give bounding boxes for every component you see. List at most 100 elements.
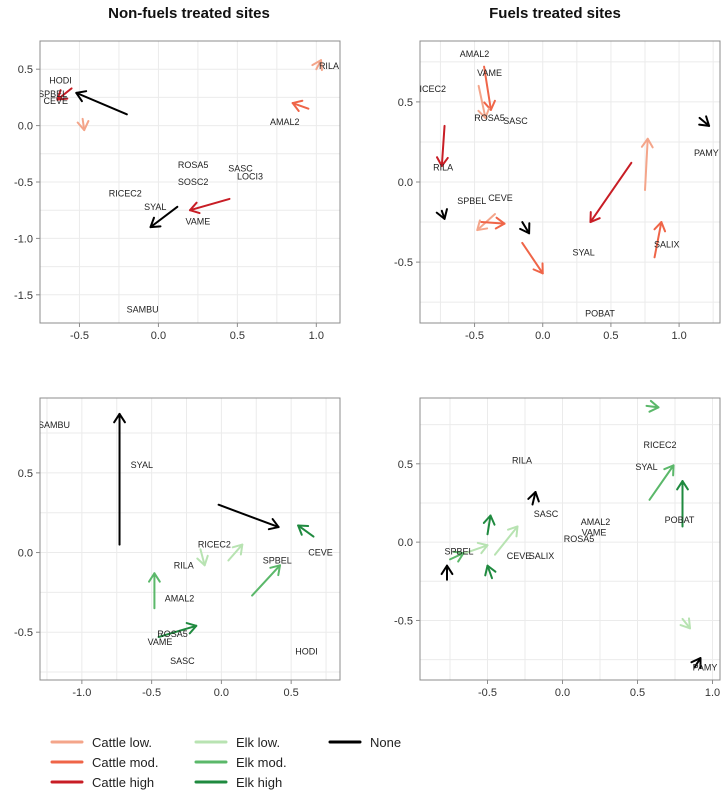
legend-item-elkmod: Elk mod. bbox=[194, 755, 287, 770]
species-label-ceve: CEVE bbox=[507, 551, 532, 561]
grid bbox=[420, 398, 720, 680]
species-label-amal2: AMAL2 bbox=[460, 49, 490, 59]
species-label-pamy: PAMY bbox=[694, 148, 719, 158]
arrow-elkmod bbox=[449, 550, 465, 563]
arrow-cattlemod bbox=[483, 65, 496, 111]
arrow-cattlemod bbox=[653, 221, 667, 259]
y-tick-label: 0.5 bbox=[398, 97, 413, 109]
species-label-syal: SYAL bbox=[131, 460, 153, 470]
y-tick-label: -0.5 bbox=[394, 615, 413, 627]
x-tick-label: 0.0 bbox=[555, 687, 570, 699]
grid bbox=[40, 398, 340, 680]
y-tick-label: 0.5 bbox=[18, 64, 33, 76]
species-label-vame: VAME bbox=[185, 216, 210, 226]
species-label-spbel: SPBEL bbox=[444, 547, 473, 557]
arrow-cattlehigh bbox=[435, 124, 449, 167]
species-label-syal: SYAL bbox=[572, 248, 594, 258]
species-label-sasc: SASC bbox=[170, 656, 195, 666]
panels: -0.5 0.0 0.5 1.0 0.5 0.0 -0.5 -1.0 -1.5 HODI SPBEL… bbox=[14, 40, 721, 704]
species-label-hodi: HODI bbox=[295, 646, 318, 656]
arrow-none bbox=[527, 491, 540, 506]
panel-top-right: -0.5 0.0 0.5 1.0 0.5 0.0 -0.5 AMAL2 VAME RICEC2 RO… bbox=[394, 40, 721, 342]
x-tick-label: -0.5 bbox=[465, 330, 484, 342]
species-label-pobat: POBAT bbox=[665, 515, 695, 525]
x-tick-label: 1.0 bbox=[705, 687, 720, 699]
arrow-elklow bbox=[227, 543, 244, 562]
x-tick-label: 0.0 bbox=[535, 330, 550, 342]
species-label-salix: SALIX bbox=[529, 551, 555, 561]
species-label-rila: RILA bbox=[433, 163, 453, 173]
x-tick-label: 1.0 bbox=[309, 330, 324, 342]
x-tick-label: 0.0 bbox=[214, 687, 229, 699]
legend-label: None bbox=[370, 735, 401, 750]
arrow-none bbox=[519, 221, 531, 235]
species-label-rila: RILA bbox=[319, 61, 339, 71]
arrow-none bbox=[435, 208, 448, 220]
panel-border bbox=[39, 397, 341, 681]
species-label-ricec2: RICEC2 bbox=[413, 84, 446, 94]
arrow-cattlemod bbox=[291, 99, 310, 112]
species-label-rila: RILA bbox=[174, 560, 194, 570]
species-label-sasc: SASC bbox=[228, 163, 253, 173]
species-label-pamy: PAMY bbox=[693, 662, 718, 672]
species-label-hodi: HODI bbox=[49, 75, 72, 85]
right-column-title: Fuels treated sites bbox=[489, 5, 621, 22]
species-label-amal2: AMAL2 bbox=[165, 594, 195, 604]
species-label-spbel: SPBEL bbox=[457, 196, 486, 206]
arrow-elklow bbox=[679, 617, 691, 630]
species-label-syal: SYAL bbox=[635, 462, 657, 472]
arrow-cattlemod bbox=[480, 216, 506, 230]
y-tick-label: 0.0 bbox=[18, 548, 33, 560]
legend-label: Elk high bbox=[236, 775, 282, 790]
arrow-none bbox=[113, 412, 126, 546]
species-label-loci3: LOCI3 bbox=[153, 680, 179, 690]
y-tick-label: -0.5 bbox=[394, 257, 413, 269]
species-label-sambu: SAMBU bbox=[127, 304, 159, 314]
legend-item-none: None bbox=[328, 735, 401, 750]
legend-item-elklow: Elk low. bbox=[194, 735, 280, 750]
species-label-ceve: CEVE bbox=[488, 193, 513, 203]
species-label-sosc2: SOSC2 bbox=[173, 694, 204, 704]
x-tick-label: 0.0 bbox=[151, 330, 166, 342]
species-label-ceve: CEVE bbox=[44, 96, 69, 106]
arrow-elklow bbox=[196, 548, 209, 567]
species-label-rosa5: ROSA5 bbox=[564, 534, 595, 544]
species-label-vame: VAME bbox=[148, 637, 173, 647]
y-tick-label: 0.5 bbox=[18, 468, 33, 480]
species-label-salix: SALIX bbox=[654, 239, 680, 249]
arrow-elkmod bbox=[148, 572, 161, 610]
legend: Cattle low. Cattle mod. Cattle high Elk low… bbox=[50, 735, 401, 790]
arrow-elkhigh bbox=[484, 564, 497, 580]
legend-label: Cattle high bbox=[92, 775, 154, 790]
panel-top-left: -0.5 0.0 0.5 1.0 0.5 0.0 -0.5 -1.0 -1.5 HODI SPBEL… bbox=[14, 40, 341, 342]
legend-label: Cattle low. bbox=[92, 735, 152, 750]
species-label-vame: VAME bbox=[582, 528, 607, 538]
species-label-rila: RILA bbox=[512, 456, 532, 466]
panel-border bbox=[419, 397, 721, 681]
legend-item-cattlemod: Cattle mod. bbox=[50, 755, 158, 770]
arrow-cattlelow bbox=[640, 137, 654, 192]
species-label-ricec2: RICEC2 bbox=[198, 540, 231, 550]
arrow-none bbox=[690, 657, 702, 670]
arrow-elkhigh bbox=[297, 524, 315, 538]
arrow-none bbox=[217, 503, 280, 531]
species-label-loci3: LOCI3 bbox=[237, 171, 263, 181]
y-tick-label: -0.5 bbox=[14, 627, 33, 639]
y-tick-label: -1.0 bbox=[14, 233, 33, 245]
y-tick-label: 0.0 bbox=[18, 121, 33, 133]
arrow-elkmod bbox=[645, 399, 660, 413]
panel-bottom-right: -0.5 0.0 0.5 1.0 0.5 0.0 -0.5 RICEC2 SYAL RILA SAS… bbox=[394, 397, 721, 699]
y-tick-label: -1.5 bbox=[14, 290, 33, 302]
x-tick-label: 0.5 bbox=[630, 687, 645, 699]
x-tick-label: 0.5 bbox=[603, 330, 618, 342]
arrow-cattlehigh bbox=[189, 197, 231, 215]
arrow-cattlehigh bbox=[589, 161, 633, 224]
panel-bottom-left: -1.0 -0.5 0.0 0.5 0.5 0.0 -0.5 SAMBU SYAL RICEC2 C… bbox=[14, 397, 341, 704]
grid bbox=[420, 41, 720, 323]
arrow-cattlehigh bbox=[56, 87, 73, 101]
species-label-sambu: SAMBU bbox=[38, 420, 70, 430]
arrow-elkhigh bbox=[676, 480, 689, 528]
arrow-elkhigh bbox=[482, 514, 496, 536]
